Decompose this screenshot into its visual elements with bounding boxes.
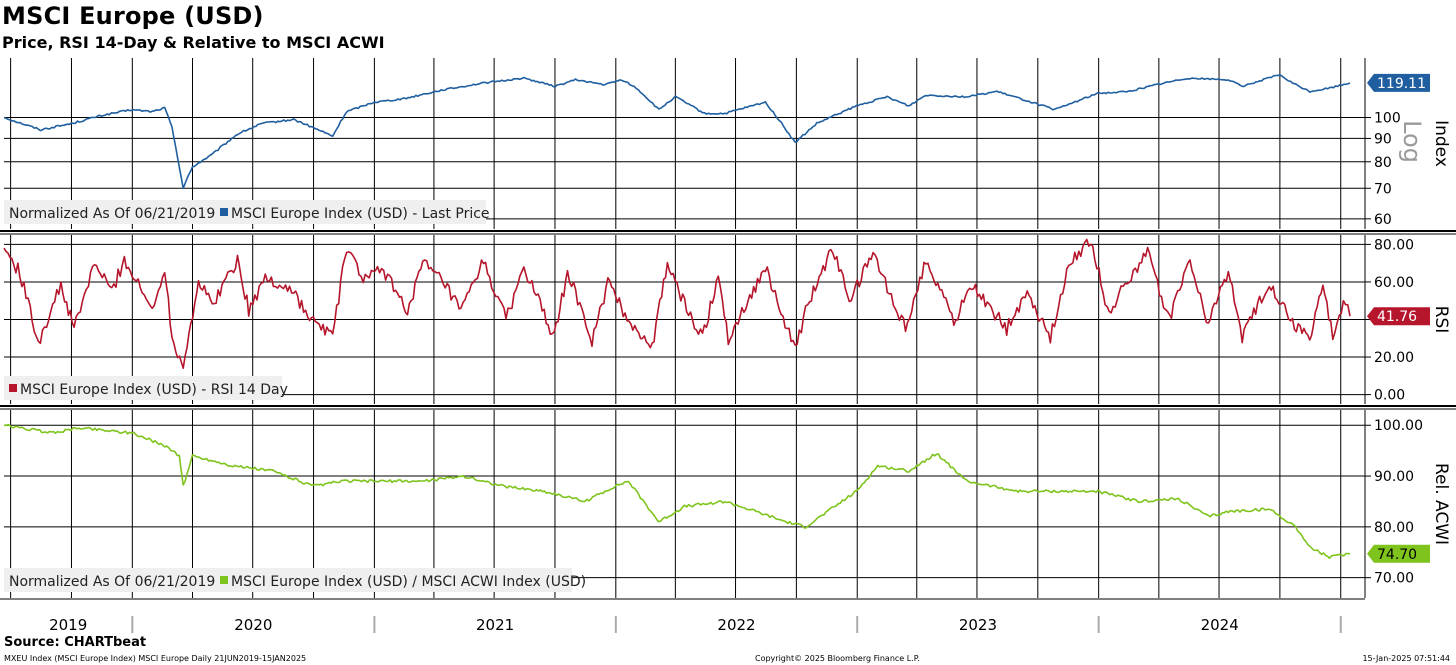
footer-description: MXEU Index (MSCI Europe Index) MSCI Euro…: [4, 654, 307, 663]
y-tick-label: 90.00: [1374, 469, 1414, 485]
legend-normalized-note: Normalized As Of 06/21/2019: [9, 206, 215, 222]
x-tick-label: 2023: [959, 616, 997, 634]
x-tick-label: 2021: [476, 616, 514, 634]
legend-swatch: [220, 208, 228, 216]
x-tick-label: 2020: [234, 616, 272, 634]
y-tick-label: 100.00: [1374, 418, 1423, 434]
legend-swatch: [220, 576, 228, 584]
x-tick-label: 2019: [49, 616, 87, 634]
y-axis-title: Index: [1431, 120, 1451, 167]
legend-label: MSCI Europe Index (USD) / MSCI ACWI Inde…: [231, 574, 586, 590]
last-value-label: 119.11: [1377, 76, 1426, 92]
last-value-tag: [1367, 307, 1430, 326]
y-axis-title: Rel. ACWI: [1431, 463, 1451, 545]
legend-box: [4, 200, 486, 224]
legend-label: MSCI Europe Index (USD) - Last Price: [231, 206, 490, 222]
legend-box: [4, 376, 282, 400]
legend-swatch: [9, 384, 17, 392]
y-tick-label: 0.00: [1374, 388, 1405, 404]
last-value-label: 41.76: [1377, 309, 1417, 325]
series-line: [3, 74, 1351, 190]
last-value-tag: [1367, 544, 1430, 563]
legend-box: [4, 568, 572, 592]
y-axis-title: RSI: [1431, 306, 1451, 334]
y-tick-label: 90: [1374, 131, 1392, 147]
last-value-label: 74.70: [1377, 547, 1417, 563]
footer-copyright: Copyright© 2025 Bloomberg Finance L.P.: [755, 654, 920, 663]
y-tick-label: 60.00: [1374, 275, 1414, 291]
x-tick-label: 2024: [1201, 616, 1239, 634]
legend-normalized-note: Normalized As Of 06/21/2019: [9, 574, 215, 590]
y-tick-label: 20.00: [1374, 350, 1414, 366]
y-tick-label: 80.00: [1374, 520, 1414, 536]
legend-label: MSCI Europe Index (USD) - RSI 14 Day: [20, 382, 288, 398]
chart-subtitle: Price, RSI 14-Day & Relative to MSCI ACW…: [2, 33, 385, 52]
last-value-tag: [1367, 73, 1430, 92]
series-line: [3, 238, 1351, 369]
series-line: [3, 423, 1351, 560]
y-tick-label: 80.00: [1374, 237, 1414, 253]
y-tick-label: 60: [1374, 212, 1392, 228]
footer-timestamp: 15-Jan-2025 07:51:44: [1362, 654, 1450, 663]
chart-title: MSCI Europe (USD): [2, 2, 264, 30]
log-scale-note: Log: [1398, 120, 1426, 163]
x-tick-label: 2022: [717, 616, 755, 634]
y-tick-label: 70.00: [1374, 571, 1414, 587]
y-tick-label: 70: [1374, 181, 1392, 197]
y-tick-label: 80: [1374, 155, 1392, 171]
source-note: Source: CHARTbeat: [4, 635, 147, 650]
y-tick-label: 100: [1374, 111, 1401, 127]
